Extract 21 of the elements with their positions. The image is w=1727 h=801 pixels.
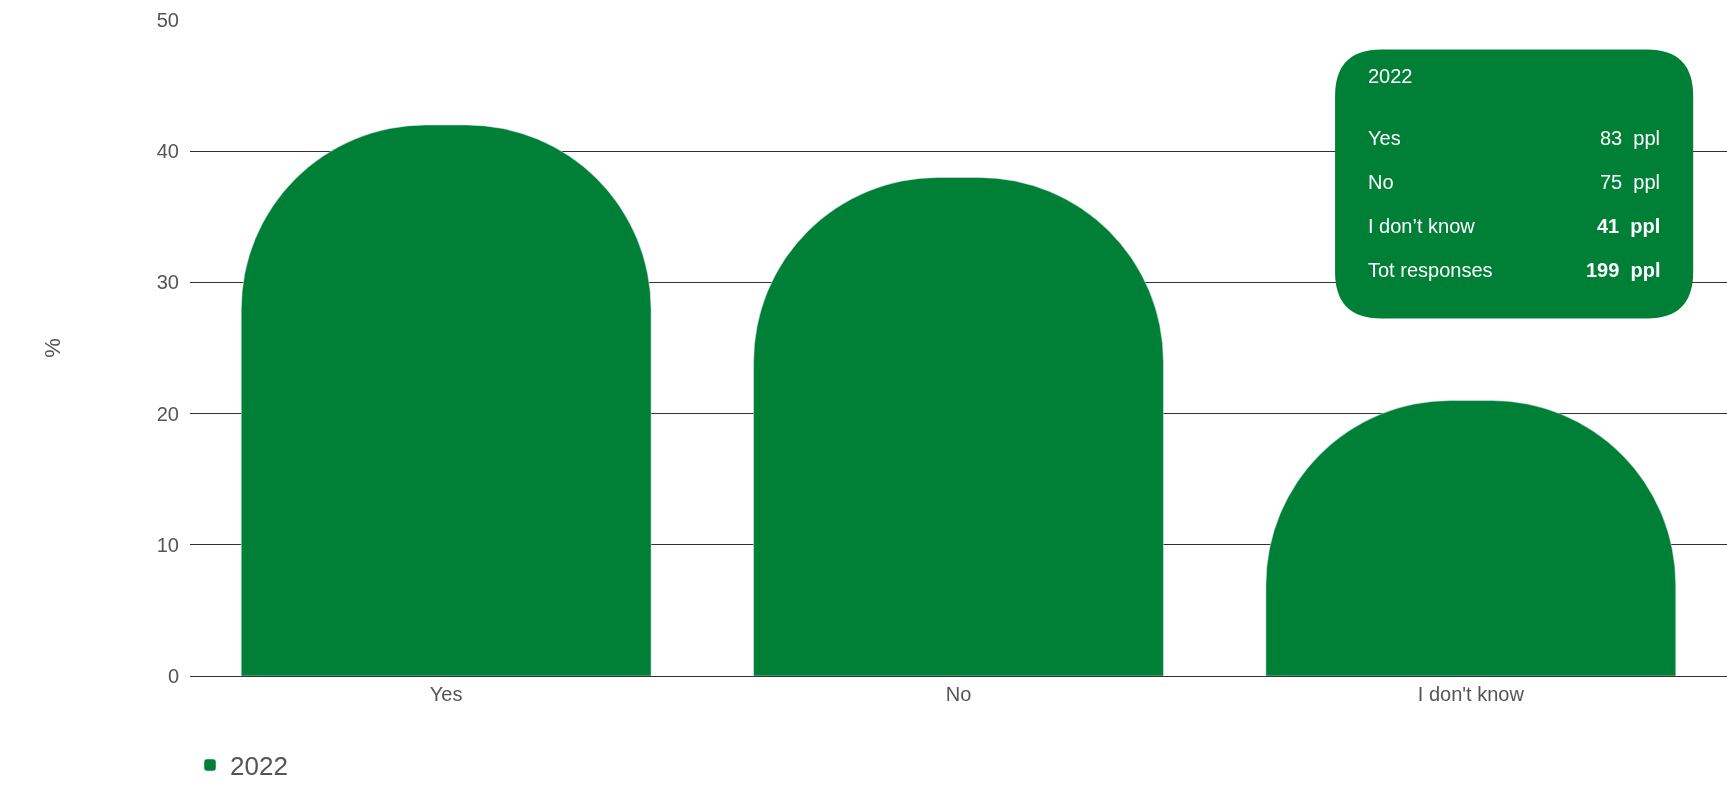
bar	[240, 124, 652, 676]
y-tick-label: 30	[156, 271, 179, 294]
x-tick-label: I don't know	[1417, 683, 1525, 705]
y-tick-label: 20	[156, 402, 179, 425]
annotation: 83 ppl	[1600, 127, 1661, 149]
legend-label: 2022	[230, 751, 288, 782]
x-tick-label: No	[945, 683, 972, 705]
annotation: 199 ppl	[1586, 259, 1661, 281]
annotation: Yes	[1368, 127, 1401, 149]
annotation: Tot responses	[1368, 259, 1493, 281]
y-tick-label: 40	[156, 140, 179, 163]
y-tick-label: 10	[156, 533, 179, 556]
y-tick-label: 50	[156, 9, 179, 31]
y-axis-title: %	[39, 338, 65, 358]
annotation: No	[1368, 171, 1394, 193]
annotation: 2022	[1368, 65, 1413, 87]
y-tick-label: 0	[167, 665, 179, 687]
annotation: I don’t know	[1368, 215, 1476, 237]
x-tick-label: Yes	[429, 683, 463, 705]
annotation: 75 ppl	[1600, 171, 1661, 193]
annotation: 41 ppl	[1597, 215, 1661, 237]
